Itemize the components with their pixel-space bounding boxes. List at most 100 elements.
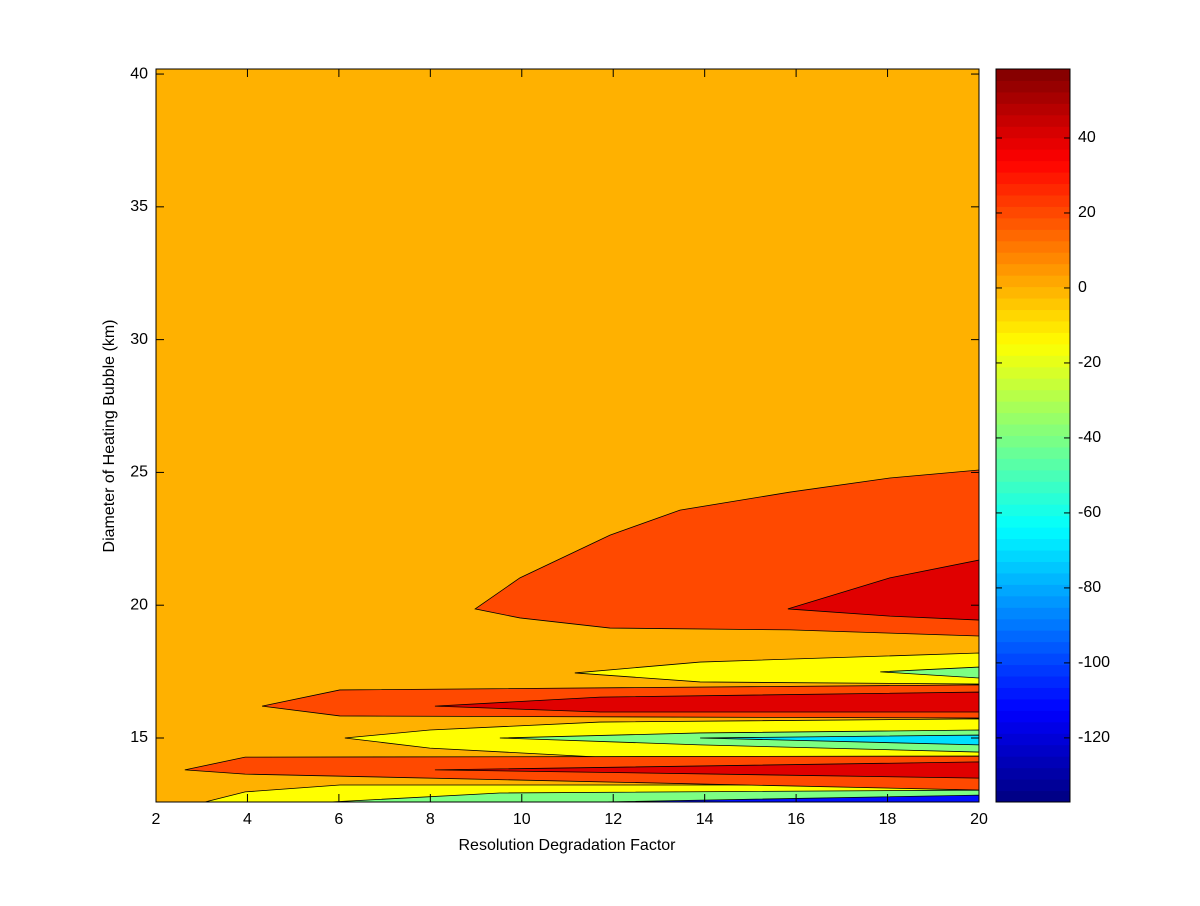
colorbar-band (996, 217, 1070, 230)
colorbar-tick-label: -20 (1078, 354, 1101, 371)
y-tick-label: 25 (130, 464, 148, 481)
y-tick-label: 40 (130, 65, 148, 82)
colorbar-tick-label: -40 (1078, 429, 1101, 446)
colorbar-band (996, 401, 1070, 414)
colorbar-band (996, 91, 1070, 104)
colorbar-band (996, 515, 1070, 528)
colorbar-band (996, 756, 1070, 769)
colorbar-band (996, 275, 1070, 288)
colorbar-band (996, 229, 1070, 242)
colorbar-band (996, 240, 1070, 253)
colorbar-band (996, 641, 1070, 654)
colorbar-band (996, 664, 1070, 677)
colorbar-band (996, 504, 1070, 517)
colorbar-band (996, 355, 1070, 368)
contour-region (574, 652, 979, 685)
colorbar-band (996, 183, 1070, 196)
colorbar-band (996, 653, 1070, 666)
colorbar-band (996, 69, 1070, 81)
y-tick-label: 30 (130, 331, 148, 348)
plot-area (156, 69, 979, 802)
colorbar-band (996, 744, 1070, 757)
contour-region (434, 761, 979, 779)
axes-box (155, 68, 980, 803)
colorbar-band (996, 710, 1070, 723)
x-tick-label: 4 (243, 811, 252, 828)
x-tick-label: 10 (513, 811, 531, 828)
x-tick-label: 8 (426, 811, 435, 828)
colorbar-band (996, 492, 1070, 505)
x-tick-label: 16 (787, 811, 805, 828)
colorbar-band (996, 779, 1070, 792)
contour-region (787, 559, 979, 621)
x-tick-label: 18 (879, 811, 897, 828)
colorbar-band (996, 733, 1070, 746)
colorbar-band (996, 172, 1070, 185)
colorbar-band (996, 298, 1070, 311)
colorbar-tick-label: -100 (1078, 654, 1110, 671)
colorbar-tick-label: -80 (1078, 579, 1101, 596)
x-axis-label: Resolution Degradation Factor (458, 837, 676, 854)
colorbar-band (996, 676, 1070, 688)
colorbar-band (996, 160, 1070, 173)
colorbar (996, 69, 1070, 803)
colorbar-band (996, 103, 1070, 116)
colorbar-band (996, 424, 1070, 436)
colorbar-band (996, 561, 1070, 574)
colorbar-band (996, 469, 1070, 482)
colorbar-tick-label: -120 (1078, 729, 1110, 746)
contour-region (499, 729, 979, 753)
colorbar-band (996, 286, 1070, 299)
colorbar-band (996, 80, 1070, 93)
colorbar-band (996, 572, 1070, 585)
colorbar-band (996, 206, 1070, 219)
colorbar-tick-label: -60 (1078, 504, 1101, 521)
colorbar-band (996, 767, 1070, 780)
colorbar-band (996, 618, 1070, 631)
x-tick-label: 12 (604, 811, 622, 828)
colorbar-band (996, 527, 1070, 540)
colorbar-band (996, 721, 1070, 734)
colorbar-band (996, 698, 1070, 711)
y-tick-label: 20 (130, 596, 148, 613)
colorbar-tick-label: 40 (1078, 129, 1096, 146)
y-axis-label: Diameter of Heating Bubble (km) (101, 320, 118, 553)
x-tick-label: 6 (334, 811, 343, 828)
colorbar-band (996, 550, 1070, 562)
colorbar-band (996, 320, 1070, 333)
x-tick-label: 14 (696, 811, 714, 828)
contour-region (880, 666, 979, 679)
colorbar-band (996, 389, 1070, 402)
colorbar-band (996, 687, 1070, 700)
colorbar-band (996, 458, 1070, 471)
colorbar-band (996, 378, 1070, 391)
colorbar-band (996, 412, 1070, 425)
contour-region (700, 734, 979, 746)
colorbar-box (995, 68, 1071, 803)
colorbar-band (996, 435, 1070, 448)
colorbar-tick-label: 20 (1078, 204, 1096, 221)
x-tick-label: 2 (152, 811, 161, 828)
colorbar-band (996, 595, 1070, 608)
colorbar-band (996, 584, 1070, 597)
colorbar-band (996, 366, 1070, 379)
colorbar-band (996, 137, 1070, 150)
colorbar-band (996, 332, 1070, 345)
colorbar-band (996, 607, 1070, 620)
colorbar-band (996, 149, 1070, 162)
colorbar-band (996, 343, 1070, 356)
colorbar-band (996, 126, 1070, 139)
colorbar-band (996, 481, 1070, 494)
x-tick-label: 20 (970, 811, 988, 828)
colorbar-band (996, 194, 1070, 207)
colorbar-band (996, 309, 1070, 322)
contour-region (599, 794, 979, 802)
y-tick-label: 15 (130, 729, 148, 746)
colorbar-band (996, 263, 1070, 276)
colorbar-band (996, 630, 1070, 643)
colorbar-tick-label: 0 (1078, 279, 1087, 296)
colorbar-band (996, 790, 1070, 803)
contour-region (434, 691, 979, 713)
colorbar-band (996, 538, 1070, 551)
